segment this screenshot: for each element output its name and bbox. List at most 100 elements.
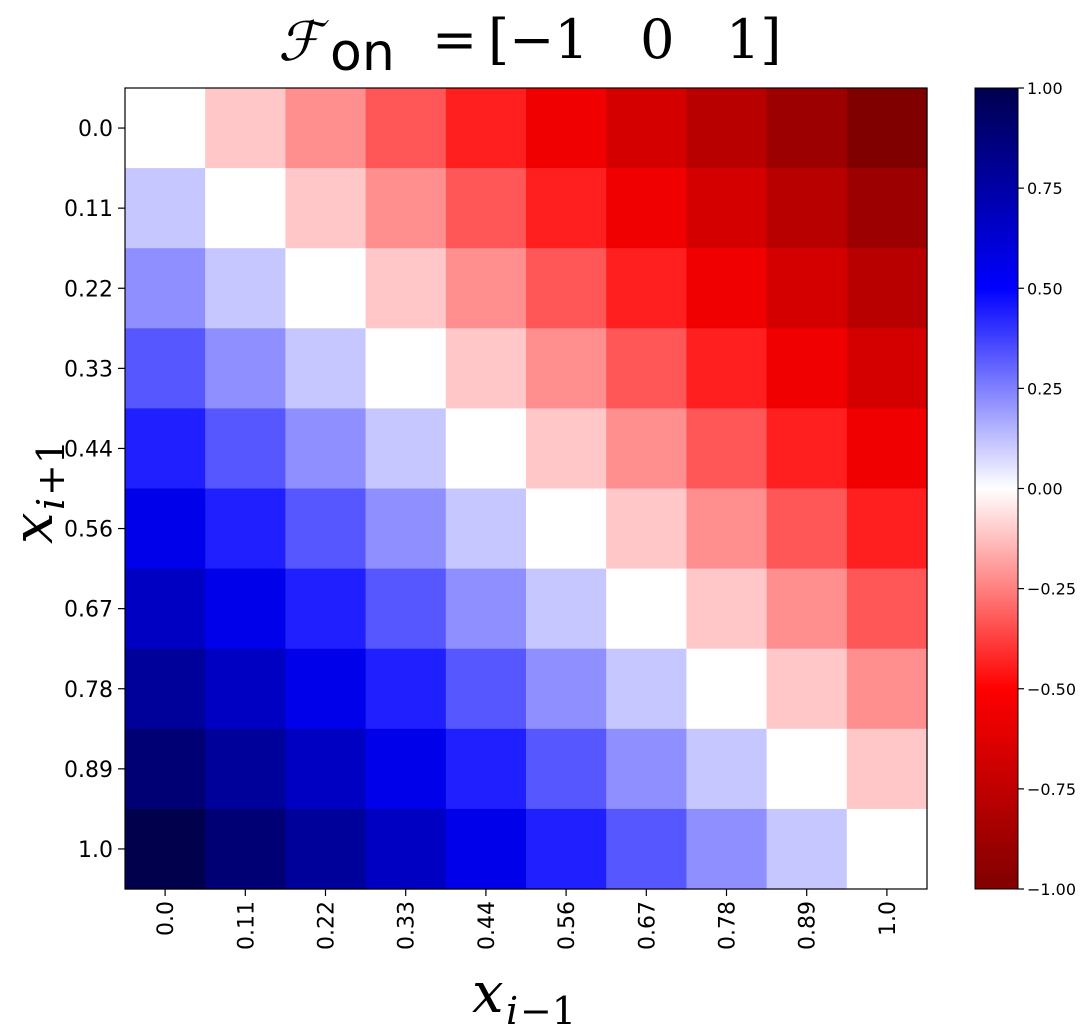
heatmap-cell bbox=[445, 808, 527, 890]
heatmap-cell bbox=[686, 648, 768, 730]
heatmap-cell bbox=[125, 648, 206, 730]
colorbar-tick-label: 0.50 bbox=[1027, 279, 1063, 298]
colorbar-tick-label: −0.75 bbox=[1027, 780, 1076, 799]
heatmap-cell bbox=[365, 328, 447, 409]
y-tick-label: 1.0 bbox=[78, 838, 113, 863]
heatmap-cell bbox=[285, 88, 367, 169]
heatmap-cell bbox=[445, 88, 527, 169]
heatmap-cell bbox=[766, 328, 848, 409]
title-subscript: on bbox=[330, 23, 395, 83]
colorbar bbox=[974, 87, 1019, 890]
heatmap-cell bbox=[846, 488, 928, 570]
heatmap-cell bbox=[125, 568, 206, 650]
x-axis-label: x i −1 bbox=[472, 961, 576, 1028]
colorbar-tick-label: 0.75 bbox=[1027, 179, 1063, 198]
y-tick-label: 0.22 bbox=[64, 277, 113, 302]
colorbar-tick-label: −0.50 bbox=[1027, 680, 1076, 699]
ylabel-sub-var: i bbox=[29, 498, 73, 510]
xlabel-sub-op: −1 bbox=[520, 989, 576, 1028]
heatmap-cell bbox=[285, 488, 367, 570]
heatmap-cell bbox=[606, 568, 687, 650]
heatmap-cell bbox=[125, 328, 206, 409]
x-tick-label: 0.56 bbox=[555, 901, 580, 950]
heatmap-cell bbox=[365, 808, 447, 890]
y-tick-label: 0.89 bbox=[64, 758, 113, 783]
heatmap-cell bbox=[445, 328, 527, 409]
heatmap-cell bbox=[846, 568, 928, 650]
heatmap-cell bbox=[526, 88, 607, 169]
heatmap-cell bbox=[686, 488, 768, 570]
heatmap-cell bbox=[205, 488, 286, 570]
heatmap-cell bbox=[125, 408, 206, 490]
heatmap-cell bbox=[125, 168, 206, 249]
x-tick-label: 1.0 bbox=[876, 901, 901, 936]
heatmap-cell bbox=[526, 248, 607, 329]
x-tick-label: 0.11 bbox=[234, 901, 259, 950]
heatmap-cell bbox=[285, 328, 367, 409]
heatmap-cell bbox=[526, 488, 607, 570]
heatmap-cell bbox=[365, 648, 447, 730]
xlabel-var: x bbox=[472, 961, 504, 1026]
heatmap-cell bbox=[526, 648, 607, 730]
y-tick-label: 0.67 bbox=[64, 598, 113, 623]
heatmap-cell bbox=[205, 568, 286, 650]
x-tick-label: 0.0 bbox=[154, 901, 179, 936]
heatmap-cell bbox=[766, 568, 848, 650]
heatmap-cell bbox=[285, 568, 367, 650]
heatmap-cell bbox=[285, 648, 367, 730]
title-equals: = bbox=[432, 8, 477, 71]
heatmap-cell bbox=[445, 408, 527, 490]
heatmap-cell bbox=[606, 88, 687, 169]
heatmap-cell bbox=[606, 248, 687, 329]
heatmap-cell bbox=[365, 728, 447, 810]
heatmap-cell bbox=[846, 168, 928, 249]
colorbar-tick-label: 0.25 bbox=[1027, 379, 1063, 398]
heatmap-cell bbox=[766, 408, 848, 490]
y-tick-label: 0.56 bbox=[64, 518, 113, 543]
heatmap-cell bbox=[846, 728, 928, 810]
heatmap-cell bbox=[606, 168, 687, 249]
heatmap-cell bbox=[686, 168, 768, 249]
ylabel-sub-op: +1 bbox=[29, 440, 73, 496]
x-tick-label: 0.44 bbox=[475, 901, 500, 950]
heatmap-cell bbox=[606, 488, 687, 570]
heatmap-cell bbox=[285, 728, 367, 810]
heatmap-cell bbox=[766, 88, 848, 169]
colorbar-tick-label: 0.00 bbox=[1027, 480, 1063, 499]
heatmap-cell bbox=[285, 168, 367, 249]
heatmap-cell bbox=[606, 648, 687, 730]
heatmap-cell bbox=[205, 168, 286, 249]
colorbar-tick-label: 1.00 bbox=[1027, 79, 1063, 98]
heatmap-cell bbox=[846, 248, 928, 329]
heatmap-cell bbox=[125, 488, 206, 570]
x-tick-label: 0.78 bbox=[716, 901, 741, 950]
heatmap-cell bbox=[686, 408, 768, 490]
x-tick-label: 0.89 bbox=[796, 901, 821, 950]
heatmap-cell bbox=[365, 408, 447, 490]
heatmap-cell bbox=[285, 408, 367, 490]
y-axis-label: x i +1 bbox=[1, 440, 73, 544]
heatmap-cell bbox=[766, 488, 848, 570]
y-tick-label: 0.11 bbox=[64, 197, 113, 222]
heatmap-cell bbox=[125, 248, 206, 329]
plot-frame bbox=[124, 87, 928, 890]
heatmap-cell bbox=[365, 88, 447, 169]
heatmap-cells bbox=[125, 88, 928, 890]
heatmap-cell bbox=[205, 408, 286, 490]
title-script-letter: ℱ bbox=[278, 10, 329, 73]
heatmap-cell bbox=[606, 408, 687, 490]
xlabel-sub-var: i bbox=[506, 989, 518, 1028]
y-axis-ticks: 0.0 0.11 0.22 0.33 0.44 0.56 0.67 0.78 0.89 1.0 bbox=[64, 117, 125, 863]
heatmap-cell bbox=[686, 248, 768, 329]
heatmap-cell bbox=[445, 488, 527, 570]
chart-title: ℱ on = [−1 0 1] bbox=[278, 8, 781, 83]
heatmap-cell bbox=[125, 728, 206, 810]
heatmap-cell bbox=[846, 808, 928, 890]
colorbar-tick-label: −0.25 bbox=[1027, 580, 1076, 599]
y-tick-label: 0.78 bbox=[64, 678, 113, 703]
heatmap-cell bbox=[526, 328, 607, 409]
heatmap-cell bbox=[285, 808, 367, 890]
heatmap-cell bbox=[205, 728, 286, 810]
heatmap-cell bbox=[205, 88, 286, 169]
heatmap-cell bbox=[686, 568, 768, 650]
